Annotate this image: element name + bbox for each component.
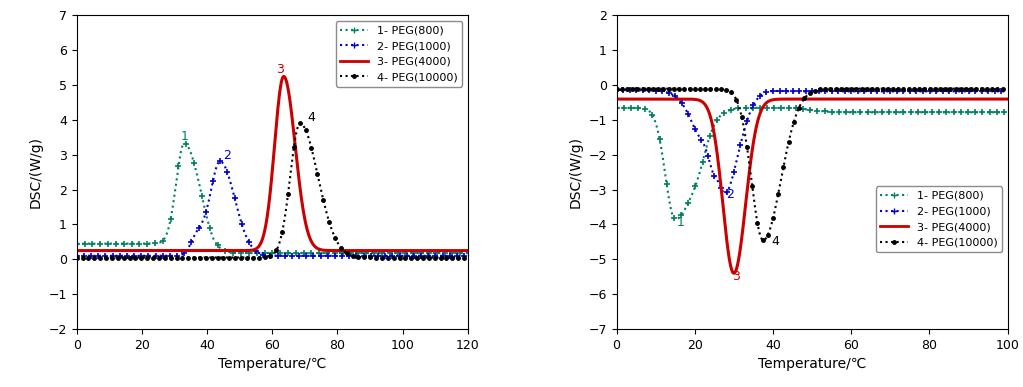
Y-axis label: DSC/(W/g): DSC/(W/g) (569, 136, 583, 208)
Text: 1: 1 (180, 130, 188, 143)
Text: 1: 1 (677, 216, 685, 229)
Text: 3: 3 (276, 63, 284, 76)
X-axis label: Temperature/℃: Temperature/℃ (758, 357, 866, 371)
Text: 4: 4 (771, 235, 779, 248)
Legend: 1- PEG(800), 2- PEG(1000), 3- PEG(4000), 4- PEG(10000): 1- PEG(800), 2- PEG(1000), 3- PEG(4000),… (336, 21, 462, 87)
Legend: 1- PEG(800), 2- PEG(1000), 3- PEG(4000), 4- PEG(10000): 1- PEG(800), 2- PEG(1000), 3- PEG(4000),… (876, 187, 1003, 252)
Text: 4: 4 (308, 111, 315, 124)
Text: 3: 3 (731, 270, 740, 283)
X-axis label: Temperature/℃: Temperature/℃ (218, 357, 326, 371)
Text: 2: 2 (223, 149, 230, 162)
Text: 2: 2 (726, 188, 733, 201)
Y-axis label: DSC/(W/g): DSC/(W/g) (29, 136, 43, 208)
